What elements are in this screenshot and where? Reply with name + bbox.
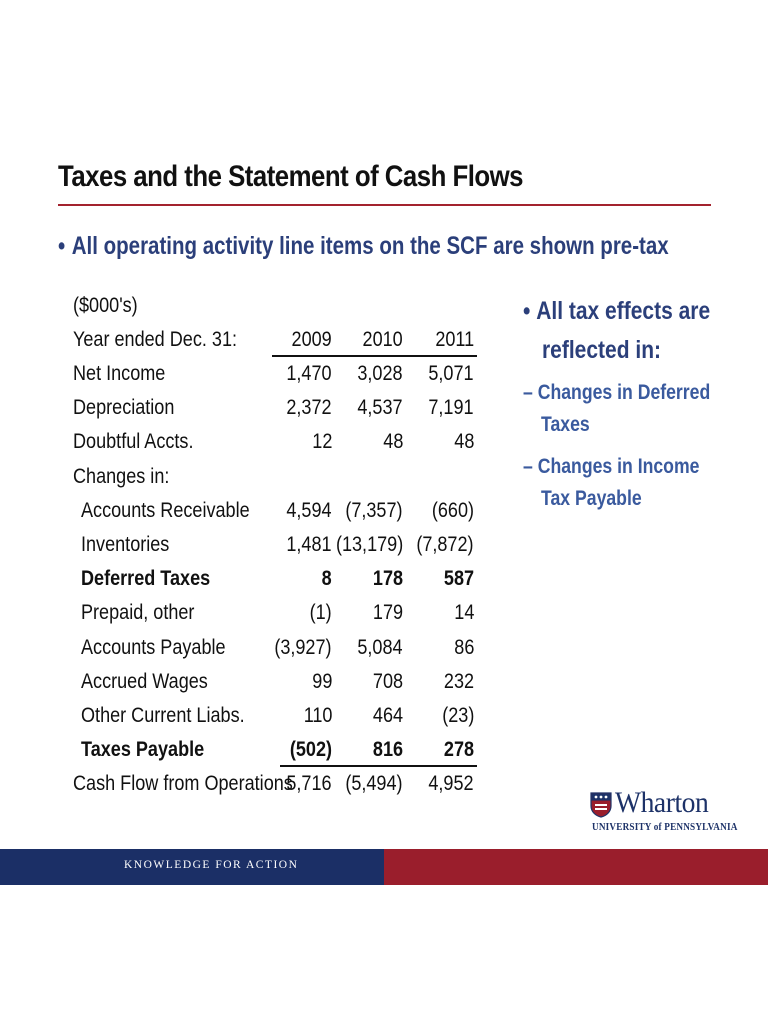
row-value-2011: (660) [431, 498, 474, 522]
row-value-2010: (13,179) [335, 533, 403, 556]
table-row: Depreciation 2,372 4,537 7,191 [0, 396, 768, 426]
row-value-2011: 232 [443, 669, 474, 693]
row-label: Changes in: [73, 464, 170, 488]
row-label: Other Current Liabs. [81, 704, 245, 727]
table-row: Changes in: [0, 465, 768, 495]
row-value-2010: 178 [372, 567, 403, 591]
row-value-2010: 179 [372, 601, 403, 625]
table-row: Doubtful Accts. 12 48 48 [0, 430, 768, 460]
row-value-2011: 48 [453, 430, 474, 454]
side-bullet-line-1: All tax effects are [536, 297, 711, 325]
row-value-2011: 86 [453, 635, 474, 659]
row-value-2009: 8 [321, 567, 332, 591]
row-label: Taxes Payable [81, 738, 205, 762]
row-value-2010: (5,494) [345, 772, 403, 796]
row-value-2009: 12 [311, 430, 332, 454]
row-value-2010: 816 [372, 738, 403, 762]
year-2011: 2011 [435, 328, 474, 351]
row-value-2009: 2,372 [286, 396, 332, 420]
row-label: Prepaid, other [81, 601, 195, 625]
side-sub-bullet-deferred: – Changes in Deferred Taxes [523, 377, 746, 441]
sub-bullet-2-line-1: Changes in Income [537, 455, 700, 478]
main-bullet: • All operating activity line items on th… [58, 232, 669, 261]
row-value-2011: (7,872) [416, 533, 474, 556]
table-units: ($000's) [73, 294, 138, 317]
title-divider [58, 204, 711, 206]
table-units-row: ($000's) [0, 294, 768, 324]
side-bullet: • All tax effects are reflected in: [523, 292, 723, 370]
row-value-2009: 1,470 [286, 362, 332, 385]
taxes-payable-underline [280, 765, 477, 767]
table-row: Accounts Payable (3,927) 5,084 86 [0, 636, 768, 666]
sub-bullet-1-line-2: Taxes [541, 413, 590, 436]
row-label: Net Income [73, 362, 166, 385]
row-value-2010: 4,537 [357, 396, 403, 420]
footer-bar-right [384, 849, 768, 885]
penn-shield-icon [590, 792, 612, 818]
row-label: Cash Flow from Operations [73, 772, 293, 796]
row-value-2010: 48 [382, 430, 403, 454]
row-value-2009: (3,927) [274, 635, 332, 659]
side-bullet-marker: • [523, 297, 531, 325]
row-value-2011: 4,952 [428, 772, 474, 796]
table-header-row: Year ended Dec. 31: 2009 2010 2011 [0, 328, 768, 358]
row-value-2009: 4,594 [286, 498, 332, 522]
row-label: Accounts Payable [81, 635, 226, 659]
table-row: Other Current Liabs. 110 464 (23) [0, 704, 768, 734]
year-2010: 2010 [362, 328, 403, 351]
row-value-2011: 7,191 [428, 396, 474, 420]
row-label: Depreciation [73, 396, 175, 420]
row-value-2011: 587 [443, 567, 474, 591]
row-label: Deferred Taxes [81, 567, 211, 591]
header-underline [272, 355, 477, 357]
row-value-2011: 278 [443, 738, 474, 762]
bullet-marker: • [58, 232, 66, 260]
table-row: Inventories 1,481 (13,179) (7,872) [0, 533, 768, 563]
table-row: Prepaid, other (1) 179 14 [0, 601, 768, 631]
row-value-2011: 14 [453, 601, 474, 625]
row-value-2011: (23) [441, 704, 474, 727]
sub-bullet-2-line-2: Tax Payable [541, 487, 642, 510]
side-sub-bullet-income: – Changes in Income Tax Payable [523, 451, 733, 515]
row-value-2009: 5,716 [286, 772, 332, 796]
table-row: Accounts Receivable 4,594 (7,357) (660) [0, 499, 768, 529]
wharton-wordmark: Wharton [615, 786, 709, 819]
dash-marker: – [523, 381, 533, 404]
row-value-2009: 99 [311, 669, 332, 693]
row-value-2010: 708 [372, 669, 403, 693]
row-value-2010: 5,084 [357, 635, 403, 659]
footer-tagline: KNOWLEDGE FOR ACTION [124, 859, 299, 871]
sub-bullet-1-line-1: Changes in Deferred [537, 381, 711, 404]
wharton-logo: Wharton UNIVERSITY of PENNSYLVANIA [590, 786, 737, 836]
row-value-2011: 5,071 [428, 362, 474, 385]
row-value-2010: 3,028 [357, 362, 403, 385]
year-2009: 2009 [291, 328, 332, 351]
row-label: Accounts Receivable [81, 498, 250, 522]
row-label: Inventories [81, 533, 170, 556]
table-row: Net Income 1,470 3,028 5,071 [0, 362, 768, 392]
footer-bar-left [0, 849, 384, 885]
slide-title: Taxes and the Statement of Cash Flows [58, 160, 524, 193]
table-row: Deferred Taxes 8 178 587 [0, 567, 768, 597]
table-row: Taxes Payable (502) 816 278 [0, 738, 768, 768]
main-bullet-text: All operating activity line items on the… [71, 232, 669, 260]
row-label: Accrued Wages [81, 669, 208, 693]
row-label: Doubtful Accts. [73, 430, 194, 454]
row-value-2010: 464 [372, 704, 403, 727]
side-bullet-line-2: reflected in: [542, 336, 662, 364]
row-value-2010: (7,357) [345, 498, 403, 522]
row-value-2009: (1) [309, 601, 332, 625]
table-row: Cash Flow from Operations 5,716 (5,494) 4,9… [0, 772, 768, 802]
university-subtitle: UNIVERSITY of PENNSYLVANIA [592, 822, 738, 833]
dash-marker: – [523, 455, 533, 478]
table-header-label: Year ended Dec. 31: [73, 328, 238, 351]
row-value-2009: 1,481 [286, 533, 332, 556]
row-value-2009: (502) [289, 738, 332, 762]
row-value-2009: 110 [303, 704, 332, 727]
table-row: Accrued Wages 99 708 232 [0, 670, 768, 700]
